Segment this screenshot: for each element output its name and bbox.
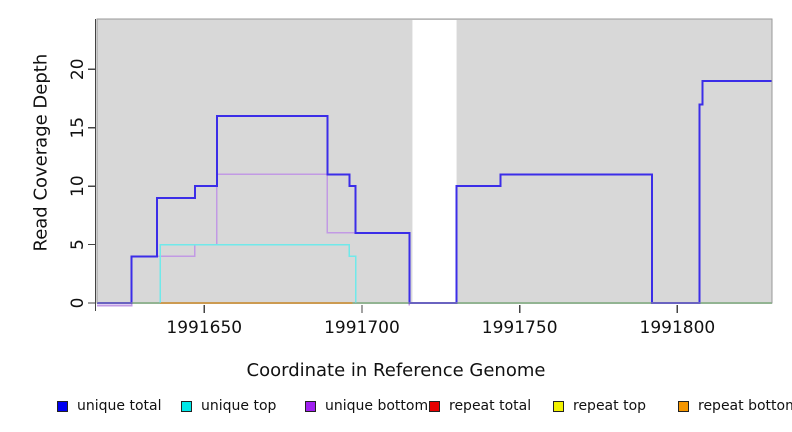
legend: unique total unique top unique bottom repea… [0,397,792,419]
legend-label: repeat top [573,398,647,414]
legend-item-repeat-top: repeat top [553,397,646,415]
legend-swatch-icon [57,400,68,412]
plot-border [96,18,773,304]
legend-swatch-icon [553,400,564,412]
legend-label: repeat total [449,398,532,414]
y-tick-label: 5 [68,239,88,250]
legend-swatch-icon [429,400,440,412]
legend-label: unique top [201,398,277,414]
x-tick-label: 1991650 [166,318,242,338]
legend-item-repeat-bottom: repeat bottom [678,397,792,415]
legend-item-unique-top: unique top [181,397,276,415]
legend-swatch-icon [678,400,689,412]
legend-label: unique total [77,398,162,414]
legend-item-unique-bottom: unique bottom [305,397,428,415]
y-axis-label: Read Coverage Depth [30,53,52,252]
x-tick-label: 1991700 [324,318,400,338]
x-axis-label: Coordinate in Reference Genome [246,360,546,381]
series-unique-top-line [159,243,357,303]
y-tick-label: 10 [68,175,88,197]
masked-region [412,20,457,303]
legend-swatch-icon [181,400,192,412]
x-tick-label: 1991800 [640,318,716,338]
y-tick-label: 20 [68,58,88,80]
legend-label: unique bottom [325,398,429,414]
x-tick-label: 1991750 [482,318,558,338]
legend-item-repeat-total: repeat total [429,397,531,415]
legend-label: repeat bottom [698,398,792,414]
legend-item-unique-total: unique total [57,397,161,415]
legend-swatch-icon [305,400,316,412]
y-tick-label: 15 [68,117,88,139]
y-tick-label: 0 [68,298,88,309]
